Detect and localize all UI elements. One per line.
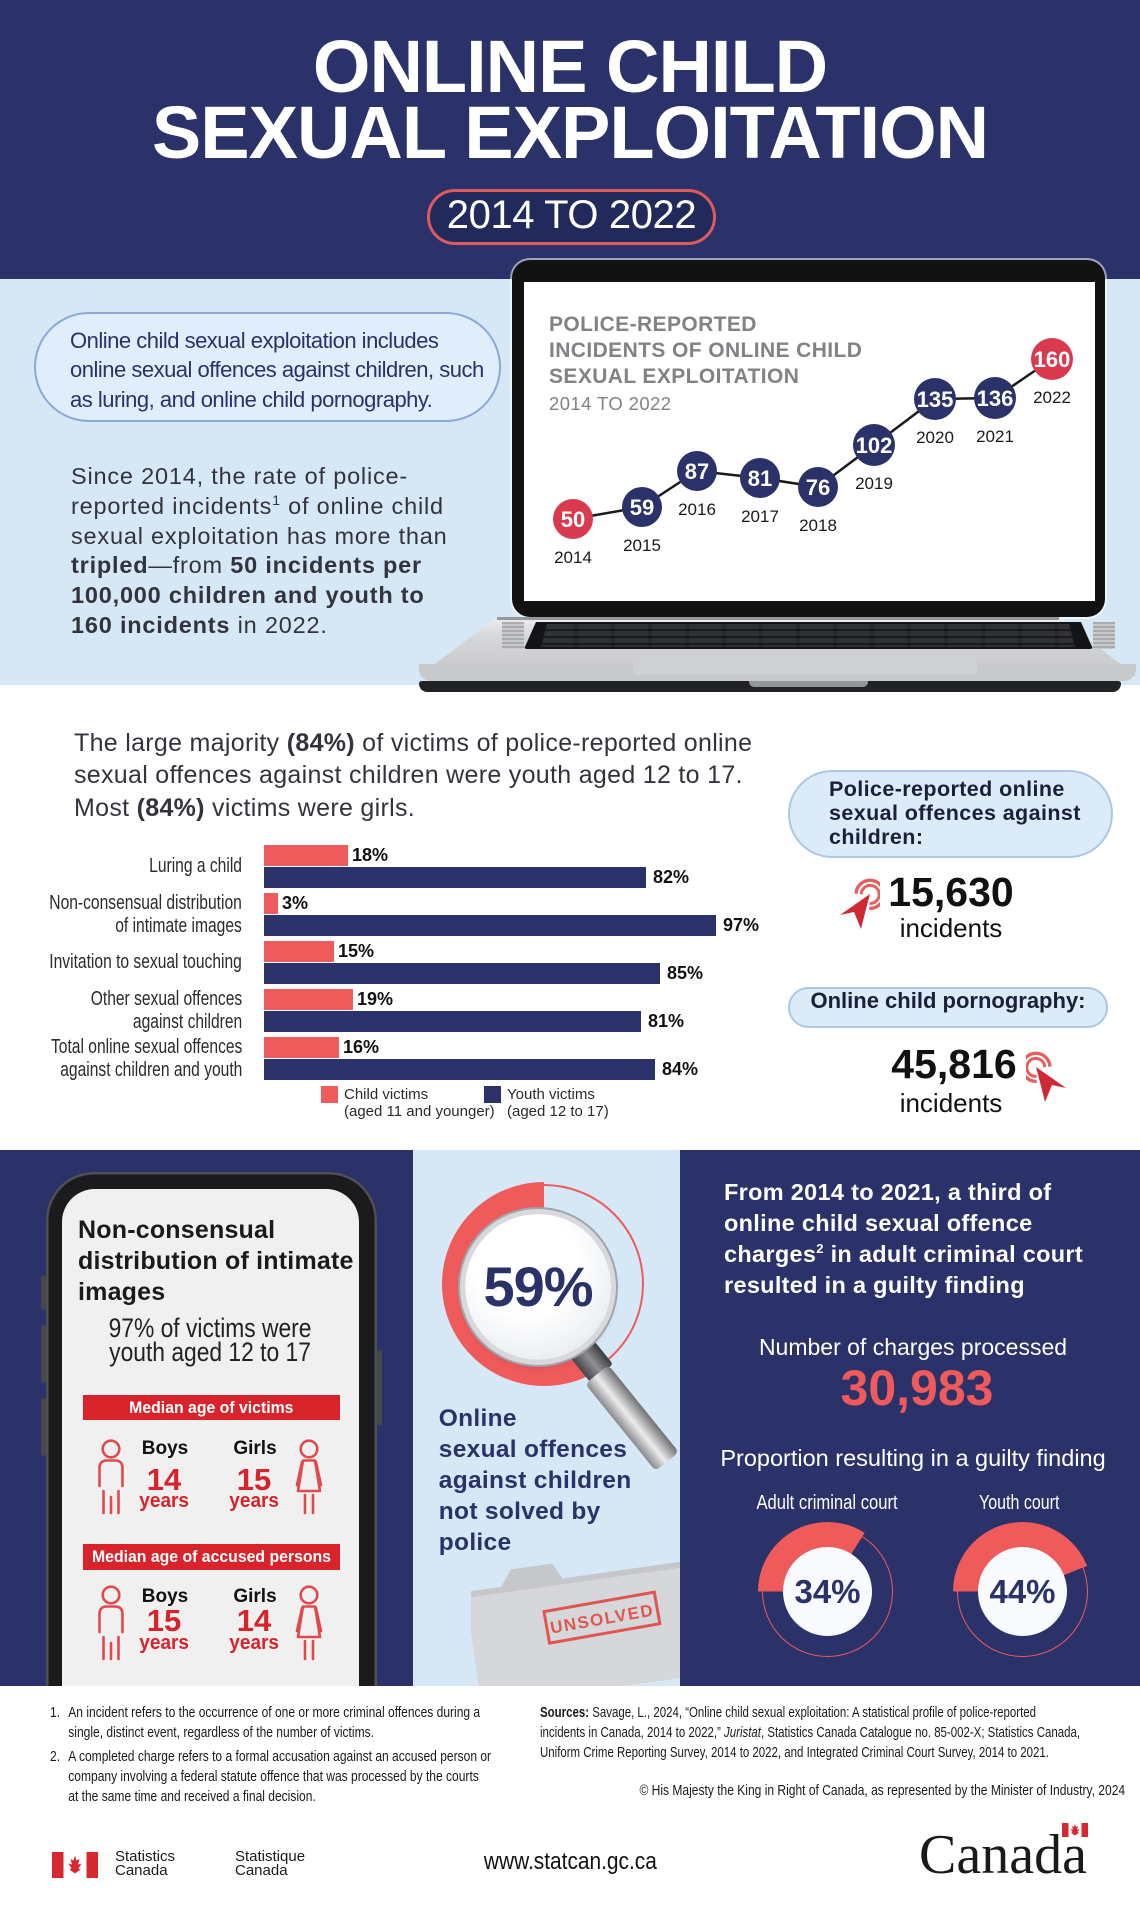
svg-text:2017: 2017 — [741, 507, 779, 526]
svg-text:2021: 2021 — [976, 427, 1014, 446]
svg-text:2016: 2016 — [678, 500, 716, 519]
svg-text:87: 87 — [685, 459, 709, 484]
svg-text:50: 50 — [561, 507, 585, 532]
svg-text:102: 102 — [856, 433, 893, 458]
svg-text:2015: 2015 — [623, 536, 661, 555]
svg-text:2019: 2019 — [855, 474, 893, 493]
svg-text:59: 59 — [630, 495, 654, 520]
svg-text:2020: 2020 — [916, 428, 954, 447]
svg-text:135: 135 — [917, 387, 954, 412]
svg-text:136: 136 — [977, 386, 1014, 411]
svg-text:81: 81 — [748, 466, 772, 491]
svg-text:2014: 2014 — [554, 548, 592, 567]
svg-text:2018: 2018 — [799, 516, 837, 535]
svg-text:160: 160 — [1034, 347, 1071, 372]
svg-text:2022: 2022 — [1033, 388, 1071, 407]
svg-text:76: 76 — [806, 475, 830, 500]
